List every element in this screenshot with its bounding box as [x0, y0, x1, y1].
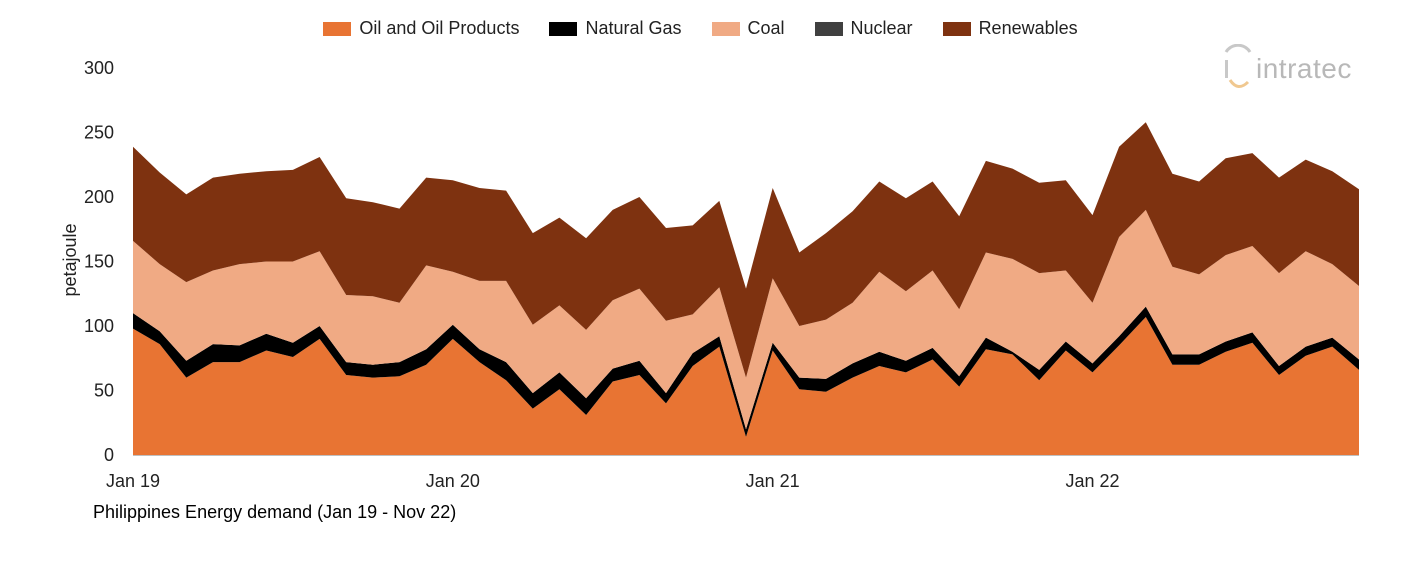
chart-legend: Oil and Oil Products Natural Gas Coal Nucle… — [0, 18, 1401, 39]
chart-title: Philippines Energy demand (Jan 19 - Nov … — [93, 502, 457, 522]
y-tick-label: 0 — [104, 445, 114, 465]
x-tick-label: Jan 22 — [1065, 471, 1119, 491]
x-tick-label: Jan 19 — [106, 471, 160, 491]
y-tick-label: 300 — [84, 58, 114, 78]
y-tick-label: 200 — [84, 187, 114, 207]
legend-item: Nuclear — [814, 18, 913, 39]
y-tick-label: 250 — [84, 123, 114, 143]
y-tick-label: 50 — [94, 381, 114, 401]
legend-label: Renewables — [978, 18, 1078, 38]
y-axis-label: petajoule — [60, 223, 80, 296]
intratec-logo: intratec — [1222, 44, 1352, 94]
legend-item: Oil and Oil Products — [323, 18, 519, 39]
legend-item: Coal — [711, 18, 785, 39]
series-area — [133, 317, 1359, 455]
legend-label: Natural Gas — [585, 18, 682, 38]
legend-label: Coal — [747, 18, 785, 38]
legend-swatch — [711, 21, 740, 36]
legend-label: Nuclear — [850, 18, 913, 38]
logo-text: intratec — [1256, 53, 1352, 84]
logo-icon — [1224, 44, 1252, 88]
legend-swatch — [814, 21, 843, 36]
series-area — [133, 209, 1359, 430]
legend-swatch — [323, 21, 352, 36]
legend-item: Renewables — [942, 18, 1078, 39]
x-tick-label: Jan 21 — [746, 471, 800, 491]
legend-swatch — [942, 21, 971, 36]
y-tick-label: 100 — [84, 316, 114, 336]
x-tick-label: Jan 20 — [426, 471, 480, 491]
series-area — [133, 122, 1359, 378]
series-area — [133, 306, 1359, 437]
legend-label: Oil and Oil Products — [359, 18, 520, 38]
y-tick-label: 150 — [84, 252, 114, 272]
legend-swatch — [549, 21, 578, 36]
legend-item: Natural Gas — [549, 18, 682, 39]
